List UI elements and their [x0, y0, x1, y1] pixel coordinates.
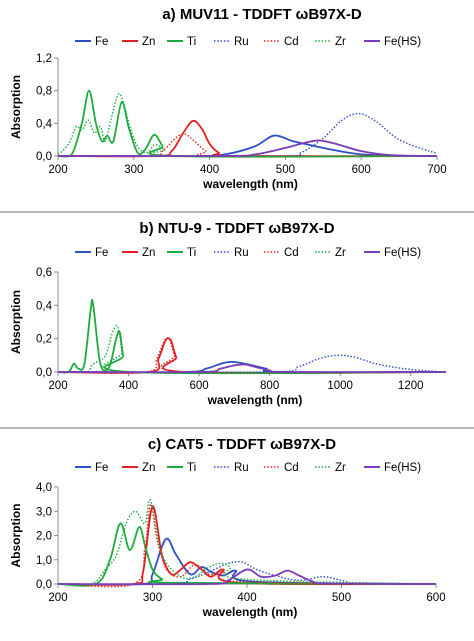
- series-line-zr: [57, 499, 437, 586]
- x-axis-label: wavelength (nm): [202, 177, 298, 191]
- legend-label: Cd: [284, 462, 299, 474]
- y-axis-label: Absorption: [9, 290, 23, 354]
- series-line-fe-hs: [57, 363, 447, 374]
- series-line-zn: [57, 337, 447, 375]
- series-line-ti: [57, 522, 437, 587]
- x-tick-label: 600: [352, 164, 371, 176]
- x-tick-label: 200: [48, 380, 67, 392]
- y-tick-label: 0,0: [36, 151, 52, 163]
- y-axis-label: Absorption: [9, 504, 23, 568]
- legend-label: Fe(HS): [384, 36, 421, 48]
- series-line-ru: [57, 112, 438, 157]
- legend-label: Ru: [234, 247, 249, 259]
- y-tick-label: 1,2: [36, 53, 52, 65]
- legend-label: Zn: [142, 462, 155, 474]
- legend-label: Ti: [187, 247, 196, 259]
- x-axis-label: wavelength (nm): [202, 605, 298, 619]
- legend-label: Zn: [142, 247, 155, 259]
- y-tick-label: 0,6: [36, 267, 52, 279]
- series-line-ti: [57, 89, 438, 158]
- legend-label: Zr: [335, 247, 346, 259]
- y-axis-label: Absorption: [9, 75, 23, 139]
- chart-title: a) MUV11 - TDDFT ωB97X-D: [162, 6, 362, 23]
- legend-label: Fe: [95, 462, 108, 474]
- chart-panel-3: c) CAT5 - TDDFT ωB97X-D Fe Zn Ti Ru Cd Zr Fe(HS…: [9, 436, 446, 619]
- series-line-zr: [57, 325, 447, 375]
- legend-label: Cd: [284, 247, 299, 259]
- legend-label: Ti: [187, 36, 196, 48]
- legend-label: Fe: [95, 36, 108, 48]
- y-tick-label: 0,8: [36, 86, 52, 98]
- chart-panels: a) MUV11 - TDDFT ωB97X-D Fe Zn Ti Ru Cd Zr Fe(H…: [9, 6, 447, 619]
- series-line-fe-hs: [57, 568, 437, 586]
- x-tick-label: 300: [143, 592, 162, 604]
- x-tick-label: 400: [119, 380, 138, 392]
- legend-label: Ti: [187, 462, 196, 474]
- chart-panel-2: b) NTU-9 - TDDFT ωB97X-D Fe Zn Ti Ru Cd Zr Fe(H…: [9, 220, 447, 407]
- x-tick-label: 200: [48, 592, 67, 604]
- legend-label: Cd: [284, 36, 299, 48]
- y-tick-label: 0,2: [36, 334, 52, 346]
- series-line-zr: [57, 92, 438, 158]
- x-tick-label: 1200: [398, 380, 424, 392]
- y-tick-label: 0,4: [36, 300, 53, 312]
- legend-label: Fe(HS): [384, 247, 421, 259]
- x-tick-label: 700: [427, 164, 446, 176]
- legend-label: Ru: [234, 36, 249, 48]
- legend-label: Zr: [335, 462, 346, 474]
- x-tick-label: 600: [426, 592, 445, 604]
- legend-label: Fe(HS): [384, 462, 421, 474]
- y-tick-label: 0,0: [36, 579, 52, 591]
- y-tick-label: 2,0: [36, 531, 52, 543]
- series-line-ru: [57, 560, 437, 586]
- series-line-ti: [57, 298, 447, 375]
- x-tick-label: 300: [124, 164, 143, 176]
- y-tick-label: 4,0: [36, 482, 52, 494]
- series-line-fe-hs: [57, 139, 438, 158]
- y-tick-label: 1,0: [36, 555, 52, 567]
- series-line-cd: [57, 337, 447, 374]
- x-tick-label: 200: [48, 164, 67, 176]
- legend-label: Zr: [335, 36, 346, 48]
- x-tick-label: 400: [200, 164, 219, 176]
- x-tick-label: 400: [237, 592, 256, 604]
- legend-label: Zn: [142, 36, 155, 48]
- x-tick-label: 500: [332, 592, 351, 604]
- x-tick-label: 500: [276, 164, 295, 176]
- series-line-cd: [57, 503, 437, 588]
- y-tick-label: 0,0: [36, 367, 52, 379]
- x-tick-label: 600: [189, 380, 208, 392]
- y-tick-label: 3,0: [36, 506, 52, 518]
- legend-label: Ru: [234, 462, 249, 474]
- legend-label: Fe: [95, 247, 108, 259]
- x-tick-label: 800: [260, 380, 279, 392]
- chart-title: c) CAT5 - TDDFT ωB97X-D: [148, 436, 336, 453]
- x-tick-label: 1000: [327, 380, 353, 392]
- chart-title: b) NTU-9 - TDDFT ωB97X-D: [139, 220, 334, 237]
- y-tick-label: 0,4: [36, 118, 53, 130]
- x-axis-label: wavelength (nm): [207, 393, 303, 407]
- chart-panel-1: a) MUV11 - TDDFT ωB97X-D Fe Zn Ti Ru Cd Zr Fe(H…: [9, 6, 447, 191]
